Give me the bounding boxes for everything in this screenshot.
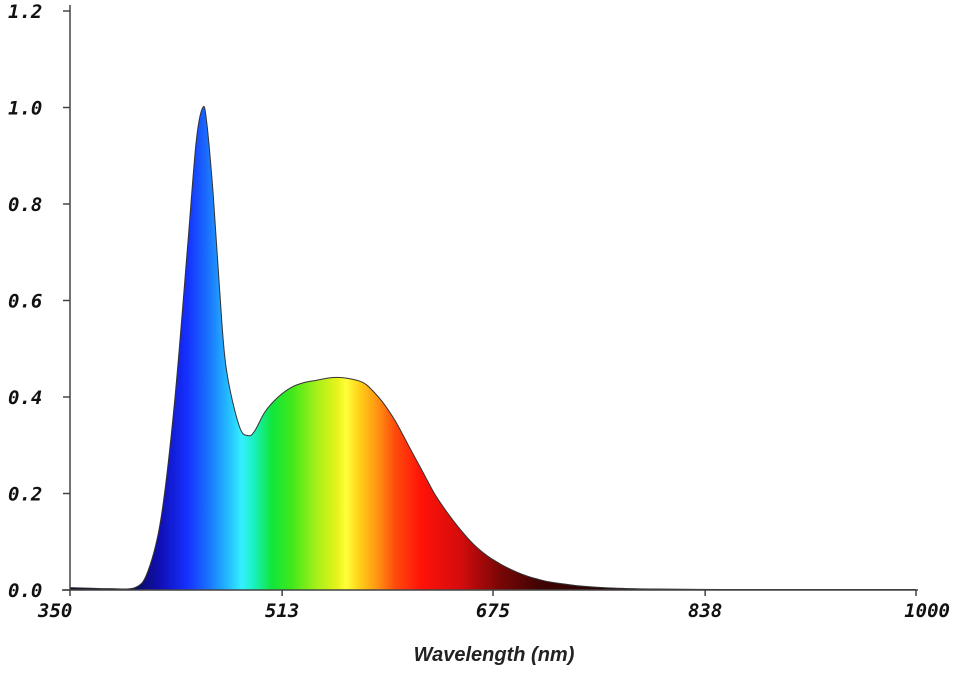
y-tick-label: 0.8: [8, 194, 42, 216]
plot-area: [69, 105, 916, 591]
spectrum-area: [70, 106, 916, 590]
x-tick-label: 513: [265, 600, 299, 622]
x-tick-label: 350: [37, 600, 72, 622]
y-tick-label: 0.6: [8, 291, 42, 313]
y-tick-label: 0.0: [8, 580, 42, 602]
x-tick-label: 675: [476, 600, 510, 622]
y-tick-label: 0.4: [8, 387, 42, 409]
x-axis-title: Wavelength (nm): [414, 644, 575, 666]
x-ticks: 350 513 675 838 1000: [37, 590, 950, 622]
spectrum-line: [69, 105, 916, 591]
x-tick-label: 1000: [904, 600, 950, 622]
x-tick-label: 838: [688, 600, 722, 622]
y-ticks: 0.0 0.2 0.4 0.6 0.8 1.0 1.2: [8, 1, 70, 602]
y-tick-label: 1.0: [8, 98, 42, 120]
y-tick-label: 1.2: [8, 1, 42, 23]
y-tick-label: 0.2: [8, 484, 42, 506]
